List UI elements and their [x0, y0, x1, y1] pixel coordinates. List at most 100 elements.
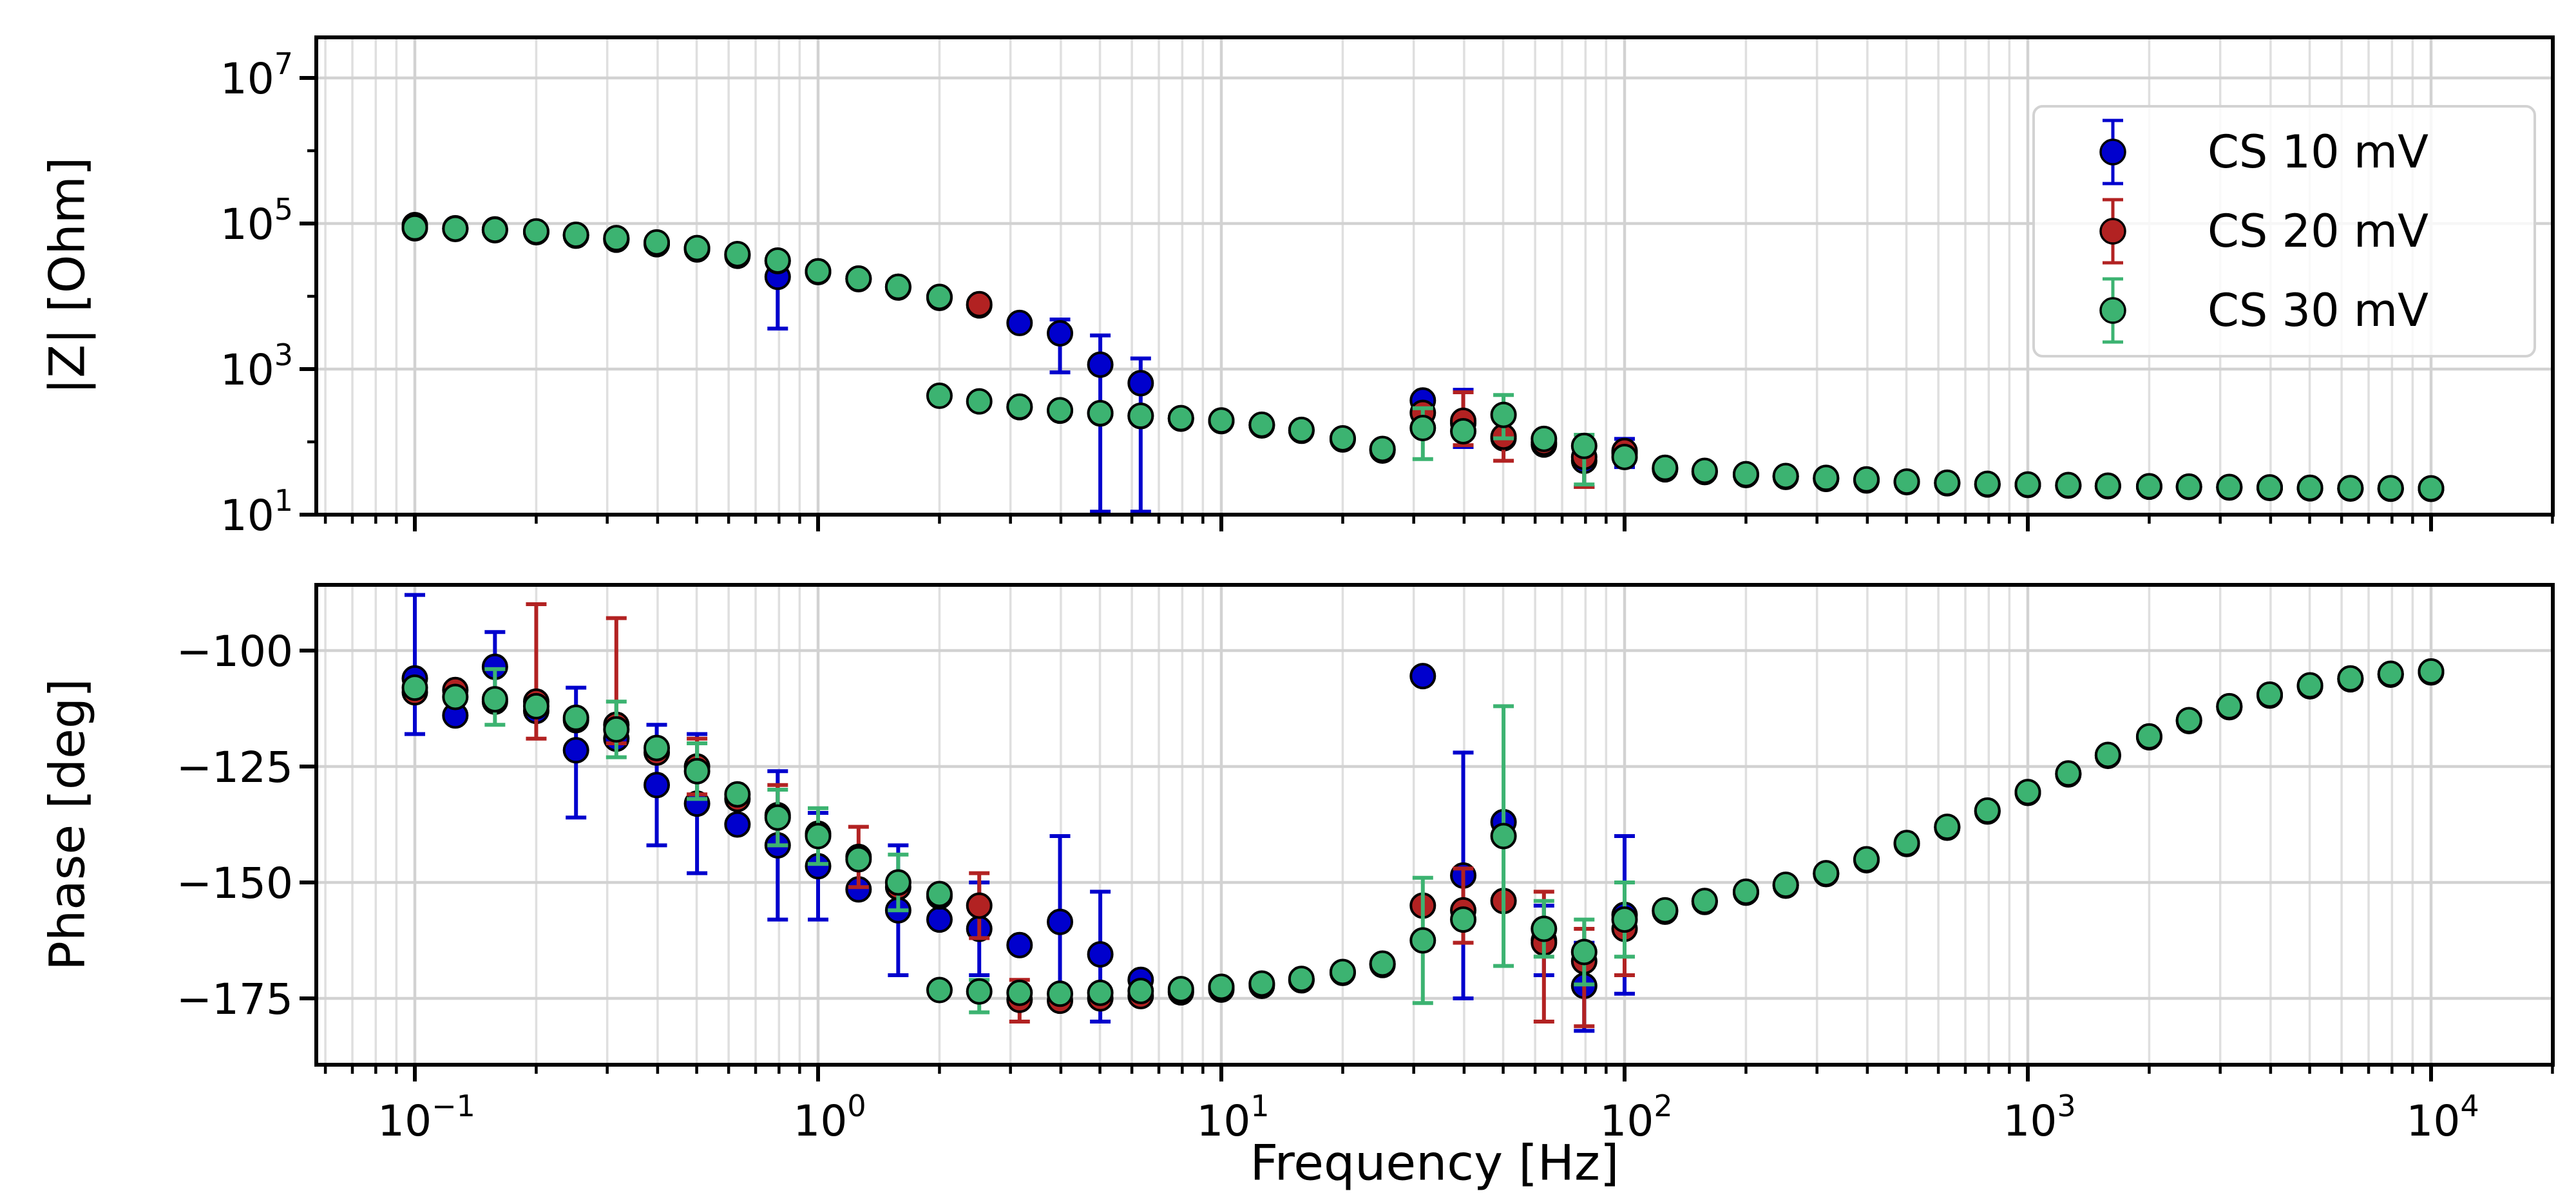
data-point: [2175, 473, 2202, 500]
data-point: [1208, 407, 1235, 434]
errorbar-marker-icon: [2099, 119, 2126, 186]
data-point: [1127, 403, 1154, 430]
data-point: [2418, 658, 2445, 685]
data-point: [562, 737, 589, 764]
data-point: [1006, 309, 1033, 336]
data-point: [2256, 474, 2284, 501]
data-point: [1006, 393, 1033, 420]
data-point: [1167, 405, 1194, 432]
data-point: [1611, 906, 1638, 933]
data-point: [1127, 370, 1154, 397]
tick-label: 104: [2406, 1089, 2479, 1146]
data-point: [805, 823, 832, 850]
data-point: [522, 692, 549, 719]
axes-frame: [314, 583, 2555, 1067]
data-point: [1450, 906, 1477, 933]
data-point: [1531, 425, 1558, 452]
data-point: [724, 240, 751, 267]
series-CS-30-mV: [401, 658, 2445, 1014]
data-point: [644, 772, 671, 799]
tick-label: 105: [220, 192, 293, 249]
data-point: [2055, 760, 2082, 787]
data-point: [1087, 399, 1114, 426]
data-point: [2135, 473, 2162, 500]
data-point: [683, 757, 711, 785]
data-point: [926, 906, 953, 933]
data-point: [1329, 958, 1356, 986]
data-point: [1691, 457, 1718, 484]
data-point: [1934, 814, 1961, 841]
legend-label: CS 30 mV: [2208, 283, 2428, 337]
data-point: [1853, 846, 1880, 873]
data-point: [1248, 970, 1275, 997]
data-point: [401, 214, 428, 241]
data-point: [966, 892, 993, 919]
data-point: [1772, 871, 1799, 899]
data-point: [2135, 723, 2162, 750]
data-point: [1409, 414, 1436, 441]
data-point: [1369, 950, 1396, 977]
data-point: [2337, 475, 2364, 502]
data-point: [2055, 471, 2082, 499]
data-point: [764, 804, 791, 831]
data-point: [644, 734, 671, 761]
data-point: [926, 976, 953, 1004]
data-point: [603, 716, 630, 743]
ticks: [300, 76, 2554, 531]
series-CS-30-mV: [401, 214, 2445, 502]
data-point: [1570, 938, 1598, 966]
errorbar-marker-icon: [2099, 198, 2126, 265]
legend-entry: CS 30 mV: [2090, 272, 2527, 348]
impedance-y-axis-label: |Z| [Ohm]: [38, 157, 96, 395]
data-point: [1853, 466, 1880, 493]
legend-entry: CS 20 mV: [2090, 193, 2527, 269]
tick-label: 103: [220, 338, 293, 395]
data-point: [1208, 973, 1235, 1000]
data-point: [1490, 823, 1517, 850]
data-point: [442, 215, 469, 242]
data-point: [2377, 660, 2404, 687]
tick-label: 10−1: [377, 1089, 475, 1146]
data-point: [966, 290, 993, 318]
data-point: [2216, 473, 2243, 500]
tick-label: 107: [220, 46, 293, 104]
data-point: [2418, 475, 2445, 502]
data-point: [1934, 469, 1961, 496]
data-point: [1409, 663, 1436, 690]
data-point: [1893, 830, 1920, 857]
data-point: [603, 225, 630, 252]
data-point: [1652, 897, 1679, 924]
data-point: [1974, 470, 2001, 497]
data-point: [2175, 707, 2202, 734]
data-point: [562, 704, 589, 731]
data-point: [1087, 941, 1114, 968]
data-point: [644, 229, 671, 256]
tick-label: 103: [2003, 1089, 2075, 1146]
data-point: [1288, 416, 1315, 443]
impedance-magnitude-panel: 101 103 105 107: [220, 35, 2555, 540]
data-point: [724, 811, 751, 838]
tick-label: 101: [220, 483, 293, 540]
data-point: [1974, 797, 2001, 824]
data-point: [1691, 888, 1718, 915]
data-point: [2216, 692, 2243, 719]
data-point: [884, 273, 911, 300]
data-point: [1893, 468, 1920, 495]
data-point: [1167, 976, 1194, 1003]
data-point: [562, 222, 589, 249]
data-point: [1732, 878, 1759, 905]
data-point: [1248, 411, 1275, 438]
phase-y-axis-label: Phase [deg]: [38, 678, 96, 971]
data-point: [845, 846, 872, 873]
data-point: [2256, 681, 2284, 708]
data-point: [1813, 860, 1840, 887]
data-point: [2337, 665, 2364, 692]
data-point: [1652, 454, 1679, 481]
data-point: [2296, 474, 2323, 501]
data-point: [1047, 980, 1074, 1007]
data-point: [1813, 464, 1840, 491]
data-point: [1006, 979, 1033, 1006]
legend: CS 10 mV CS 20 mV CS 30 mV: [2032, 105, 2536, 357]
frequency-x-axis-label: Frequency [Hz]: [1250, 1134, 1619, 1192]
